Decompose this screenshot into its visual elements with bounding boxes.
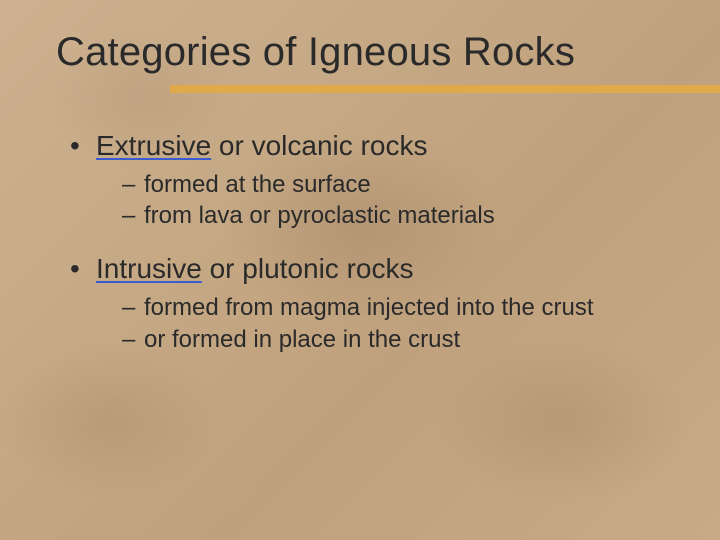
sub-bullet: from lava or pyroclastic materials <box>122 200 680 232</box>
bullet-intrusive: Intrusive or plutonic rocks <box>70 250 680 288</box>
sub-bullet: or formed in place in the crust <box>122 324 680 356</box>
spacer <box>70 232 680 250</box>
slide-content: Extrusive or volcanic rocks formed at th… <box>0 93 720 355</box>
sub-bullet: formed at the surface <box>122 169 680 201</box>
bullet-suffix: or plutonic rocks <box>202 253 414 284</box>
sub-bullet: formed from magma injected into the crus… <box>122 292 680 324</box>
slide-title: Categories of Igneous Rocks <box>0 30 720 75</box>
underlined-term: Intrusive <box>96 253 202 284</box>
underlined-term: Extrusive <box>96 130 211 161</box>
slide: Categories of Igneous Rocks Extrusive or… <box>0 0 720 540</box>
bullet-suffix: or volcanic rocks <box>211 130 427 161</box>
title-rule <box>170 85 720 93</box>
bullet-extrusive: Extrusive or volcanic rocks <box>70 127 680 165</box>
